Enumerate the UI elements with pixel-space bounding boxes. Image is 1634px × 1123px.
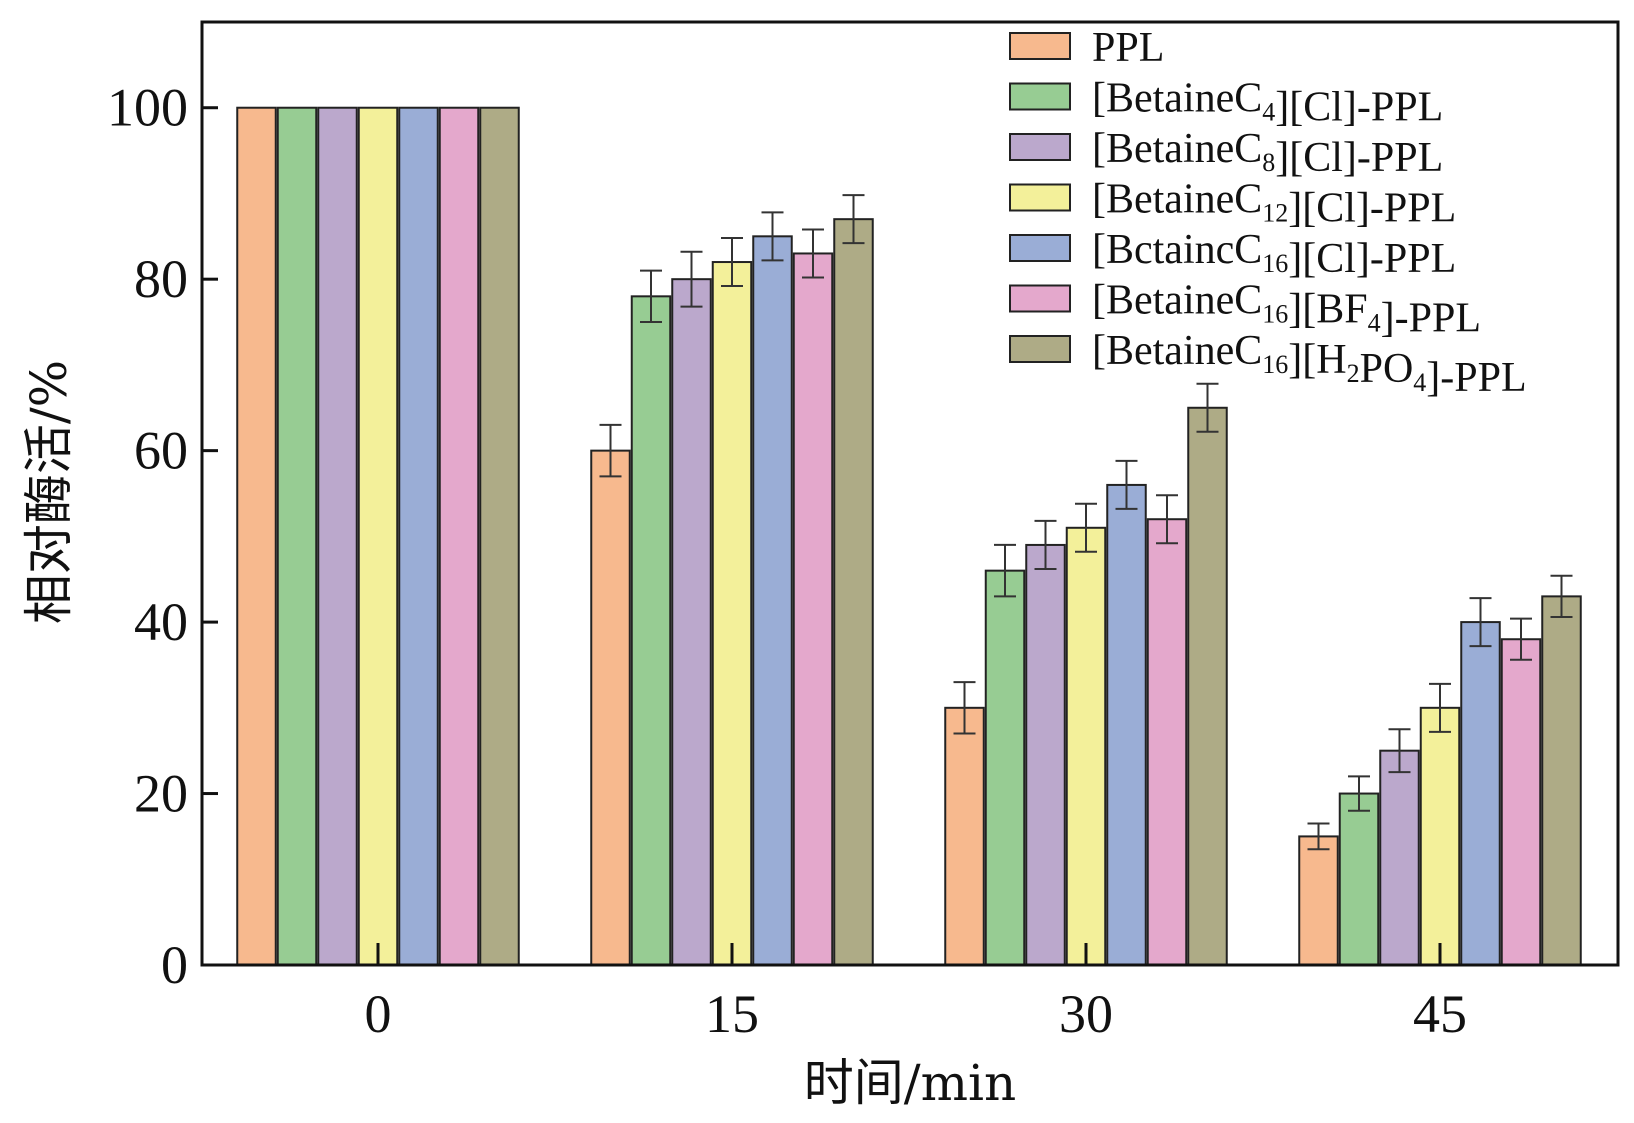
error-bar--betainec4-cl-ppl-t45: [1348, 775, 1370, 812]
error-bar--betainec8-cl-ppl-t45: [1388, 728, 1411, 774]
error-bar--betainec12-cl-ppl-t30: [1075, 502, 1097, 553]
bar--bctaincc16-cl-ppl-t45: [1460, 621, 1501, 966]
y-tick-label: 80: [134, 249, 188, 309]
error-bar--betainec8-cl-ppl-t30: [1034, 519, 1057, 570]
legend-swatch: [1009, 183, 1071, 212]
y-tick-label: 40: [134, 592, 188, 652]
error-bar--betainec16-h2po4-ppl-t45: [1550, 574, 1573, 618]
error-bar--betainec12-cl-ppl-t15: [721, 237, 743, 288]
legend-swatch: [1009, 133, 1071, 161]
legend-label: PPL: [1092, 25, 1164, 71]
bar--betainec16-bf4-ppl-t30: [1146, 518, 1188, 967]
error-bar--betainec16-bf4-ppl-t45: [1510, 617, 1532, 661]
legend-label: [BetaineC16][H2PO4]-PPL: [1092, 328, 1527, 401]
bar--bctaincc16-cl-ppl-t15: [752, 235, 793, 966]
bar--betainec4-cl-ppl-t15: [630, 295, 672, 966]
error-bar--betainec16-bf4-ppl-t15: [802, 228, 824, 279]
bar-ppl-t30: [944, 706, 985, 966]
y-tick-label: 0: [161, 935, 188, 995]
y-axis-title: 相对酶活/%: [20, 360, 78, 624]
bar--betainec16-h2po4-ppl-t15: [833, 218, 874, 966]
error-bar--bctaincc16-cl-ppl-t15: [761, 211, 784, 262]
bar--betainec4-cl-ppl-t45: [1338, 792, 1380, 967]
bar--betainec8-cl-ppl-t45: [1379, 749, 1420, 966]
bar--betainec8-cl-ppl-t0: [317, 106, 358, 966]
legend-swatch: [1009, 82, 1071, 111]
x-tick-label: 15: [705, 984, 759, 1044]
legend-label: [BetaineC12][Cl]-PPL: [1092, 177, 1456, 232]
error-bar--betainec16-bf4-ppl-t30: [1156, 494, 1178, 545]
bar--betainec4-cl-ppl-t30: [984, 569, 1026, 966]
bar--betainec16-h2po4-ppl-t0: [479, 106, 520, 966]
bar--betainec8-cl-ppl-t30: [1025, 543, 1066, 966]
bar-ppl-t0: [236, 106, 277, 966]
error-bar--betainec16-h2po4-ppl-t30: [1196, 382, 1219, 433]
error-bar-ppl-t30: [953, 681, 976, 735]
error-bar-ppl-t15: [599, 423, 622, 478]
legend-label: [BetaineC4][Cl]-PPL: [1092, 76, 1443, 131]
error-bar--bctaincc16-cl-ppl-t30: [1115, 459, 1138, 510]
bar--betainec16-bf4-ppl-t15: [792, 252, 834, 967]
x-tick-label: 45: [1413, 984, 1467, 1044]
legend-swatch: [1009, 32, 1071, 60]
bar--betainec16-h2po4-ppl-t45: [1541, 595, 1582, 966]
bar--betainec4-cl-ppl-t0: [276, 106, 318, 966]
bar--betainec16-bf4-ppl-t0: [438, 106, 480, 966]
y-tick-label: 20: [134, 764, 188, 824]
bar-ppl-t45: [1298, 835, 1339, 967]
legend: PPL [BetaineC4][Cl]-PPL[BetaineC8][Cl]-PP…: [1009, 25, 1527, 401]
bar--betainec16-h2po4-ppl-t30: [1187, 406, 1228, 967]
legend-label: [BetaineC8][Cl]-PPL: [1092, 126, 1443, 181]
error-bar--betainec8-cl-ppl-t15: [680, 250, 703, 308]
bar--betainec12-cl-ppl-t45: [1419, 706, 1461, 966]
legend-swatch: [1009, 335, 1071, 363]
error-bar--betainec12-cl-ppl-t45: [1429, 682, 1451, 733]
x-axis-title: 时间/min: [804, 1054, 1016, 1112]
bar--betainec8-cl-ppl-t15: [671, 278, 712, 966]
y-tick-label: 100: [107, 78, 188, 138]
plot-frame: [200, 20, 1620, 967]
axis-ticks: 0 20 40 60 80 100 0 15 30 45: [107, 78, 1467, 1044]
error-bar--bctaincc16-cl-ppl-t45: [1469, 597, 1492, 648]
bar--betainec16-bf4-ppl-t45: [1500, 638, 1542, 967]
x-tick-label: 30: [1059, 984, 1113, 1044]
bars-layer: [236, 106, 1582, 967]
legend-swatch: [1009, 284, 1071, 313]
bar--bctaincc16-cl-ppl-t30: [1106, 483, 1147, 966]
bar--betainec12-cl-ppl-t30: [1065, 526, 1107, 966]
legend-label: [BctaincC16][Cl]-PPL: [1092, 227, 1456, 282]
error-bars-layer: [599, 194, 1573, 851]
error-bar-ppl-t45: [1307, 822, 1330, 851]
x-tick-label: 0: [365, 984, 392, 1044]
y-tick-label: 60: [134, 421, 188, 481]
error-bar--betainec4-cl-ppl-t30: [994, 543, 1016, 598]
bar-ppl-t15: [590, 449, 631, 966]
bar--betainec12-cl-ppl-t0: [357, 106, 399, 966]
bar--bctaincc16-cl-ppl-t0: [398, 106, 439, 966]
error-bar--betainec16-h2po4-ppl-t15: [842, 194, 865, 245]
error-bar--betainec4-cl-ppl-t15: [640, 269, 662, 324]
legend-label: [BetaineC16][BF4]-PPL: [1092, 278, 1481, 342]
bar--betainec12-cl-ppl-t15: [711, 261, 753, 966]
legend-swatch: [1009, 234, 1071, 262]
